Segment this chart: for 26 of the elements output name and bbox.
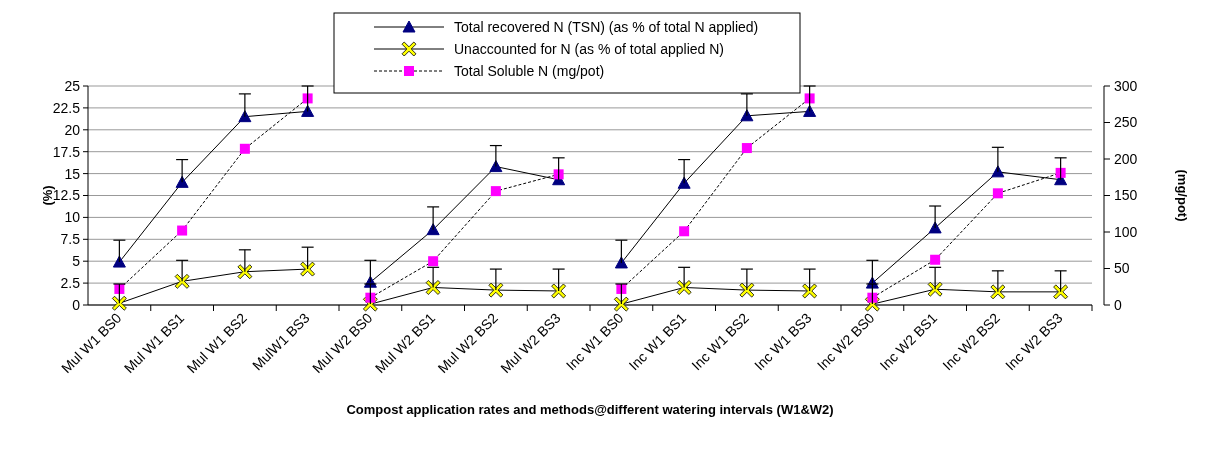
y2-tick-label: 50	[1114, 260, 1130, 277]
y-tick-label: 10	[64, 209, 81, 226]
y2-tick-label: 100	[1114, 223, 1138, 240]
y-tick-label: 20	[64, 121, 81, 138]
legend-label: Total recovered N (TSN) (as % of total N applied)	[454, 18, 759, 35]
x-tick-label: Inc W1 BS1	[625, 309, 690, 374]
y-tick-label: 25	[64, 77, 81, 94]
x-tick-label: Mul W1 BS1	[120, 309, 188, 377]
y2-tick-label: 200	[1114, 150, 1138, 167]
y2-axis-title: (mg/pot)	[1175, 169, 1190, 222]
y-tick-label: 2.5	[60, 275, 81, 291]
y-tick-label: 0	[72, 296, 81, 313]
y-tick-label: 22.5	[52, 99, 81, 116]
y2-tick-label: 250	[1114, 114, 1138, 131]
x-axis-title: Compost application rates and methods@different watering intervals (W1&W2)	[346, 402, 834, 417]
y-tick-label: 17.5	[52, 143, 81, 160]
x-tick-label: Inc W2 BS1	[876, 309, 941, 374]
legend-label: Total Soluble N (mg/pot)	[454, 62, 605, 79]
y2-tick-label: 300	[1114, 77, 1138, 94]
y-tick-label: 5	[72, 253, 81, 270]
y-tick-label: 15	[64, 165, 81, 182]
x-tick-label: Mul W2 BS1	[371, 309, 439, 377]
legend-label: Unaccounted for N (as % of total applied N)	[454, 40, 725, 57]
y2-tick-label: 150	[1114, 187, 1138, 204]
y-tick-label: 7.5	[60, 231, 81, 248]
y2-tick-label: 0	[1114, 296, 1122, 313]
